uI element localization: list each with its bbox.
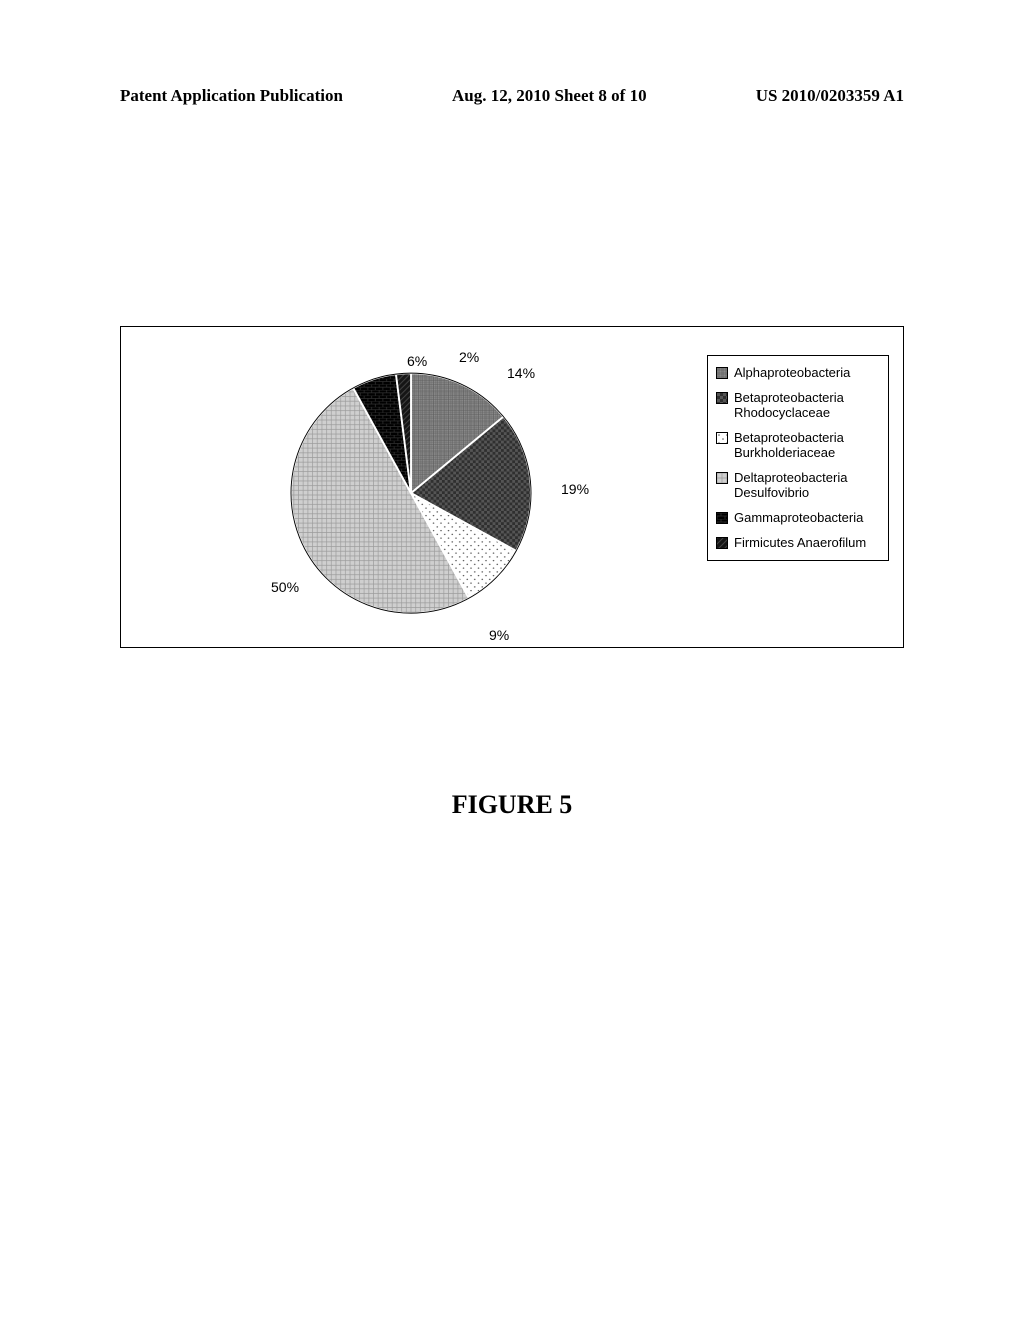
legend-swatch-2	[716, 432, 728, 444]
page: Patent Application Publication Aug. 12, …	[0, 0, 1024, 1320]
legend-item-4: Gammaproteobacteria	[716, 511, 880, 526]
legend-item-2: BetaproteobacteriaBurkholderiaceae	[716, 431, 880, 461]
pie-svg	[261, 345, 561, 645]
figure-caption: FIGURE 5	[0, 790, 1024, 820]
legend-text-5: Firmicutes Anaerofilum	[734, 536, 880, 551]
legend-text-1: BetaproteobacteriaRhodocyclaceae	[734, 391, 880, 421]
slice-label-2: 9%	[489, 627, 509, 643]
legend-swatch-1	[716, 392, 728, 404]
legend-item-1: BetaproteobacteriaRhodocyclaceae	[716, 391, 880, 421]
slice-label-3: 50%	[271, 579, 299, 595]
legend-text-4: Gammaproteobacteria	[734, 511, 880, 526]
legend-swatch-3	[716, 472, 728, 484]
header-left: Patent Application Publication	[120, 86, 343, 106]
pie-slices	[291, 373, 531, 613]
pie-chart: 14% 19% 9% 50% 6% 2%	[261, 345, 561, 645]
legend-swatch-4	[716, 512, 728, 524]
header-center: Aug. 12, 2010 Sheet 8 of 10	[452, 86, 647, 106]
legend-swatch-5	[716, 537, 728, 549]
legend-item-0: Alphaproteobacteria	[716, 366, 880, 381]
legend-item-3: DeltaproteobacteriaDesulfovibrio	[716, 471, 880, 501]
header-right: US 2010/0203359 A1	[756, 86, 904, 106]
legend-swatch-0	[716, 367, 728, 379]
page-header: Patent Application Publication Aug. 12, …	[120, 86, 904, 106]
legend-text-0: Alphaproteobacteria	[734, 366, 880, 381]
slice-label-4: 6%	[407, 353, 427, 369]
legend-text-3: DeltaproteobacteriaDesulfovibrio	[734, 471, 880, 501]
legend-text-2: BetaproteobacteriaBurkholderiaceae	[734, 431, 880, 461]
legend-item-5: Firmicutes Anaerofilum	[716, 536, 880, 551]
legend: Alphaproteobacteria BetaproteobacteriaRho…	[707, 355, 889, 561]
slice-label-0: 14%	[507, 365, 535, 381]
slice-label-1: 19%	[561, 481, 589, 497]
slice-label-5: 2%	[459, 349, 479, 365]
chart-panel: 14% 19% 9% 50% 6% 2% Alphaproteobacteria…	[120, 326, 904, 648]
